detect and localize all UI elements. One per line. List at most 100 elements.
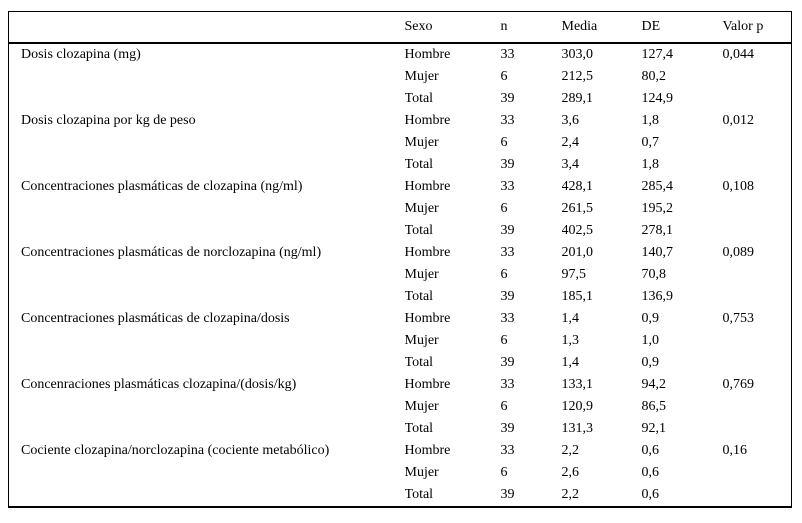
cell-sexo: Mujer [404,267,439,282]
cell-sexo: Total [404,289,434,304]
cell-de: 80,2 [641,69,667,84]
cell-sexo: Hombre [404,113,451,128]
cell-media: 1,4 [561,355,580,370]
cell-sexo: Mujer [404,69,439,84]
table-row: Total 39 131,3 92,1 [9,418,792,440]
cell-valor-p [723,88,792,110]
cell-valor-p [723,264,792,286]
table-row: Dosis clozapina (mg) Hombre 33 303,0 127… [9,43,792,66]
header-variable [8,11,405,44]
row-label: Dosis clozapina por kg de peso [21,113,196,128]
cell-n: 33 [500,245,515,260]
cell-n: 6 [500,69,508,84]
cell-n: 6 [500,399,508,414]
cell-media: 2,6 [561,465,580,480]
table-row: Concenraciones plasmáticas clozapina/(do… [9,374,792,396]
cell-media: 428,1 [561,179,594,194]
cell-sexo: Mujer [404,399,439,414]
cell-media: 131,3 [561,421,594,436]
cell-sexo: Total [404,355,434,370]
cell-media: 1,3 [561,333,580,348]
table-row: Mujer 6 212,5 80,2 [9,66,792,88]
cell-n: 33 [500,311,515,326]
cell-n: 39 [500,157,515,172]
cell-de: 92,1 [641,421,667,436]
header-n: n [500,11,562,44]
cell-n: 33 [500,443,515,458]
cell-sexo: Mujer [404,465,439,480]
cell-valor-p [723,352,792,374]
cell-media: 1,4 [561,311,580,326]
cell-de: 140,7 [641,245,674,260]
cell-n: 39 [500,421,515,436]
cell-de: 70,8 [641,267,667,282]
statistics-table: Sexo n Media DE Valor p Dosis clozapina … [8,11,792,508]
header-de: DE [641,11,723,44]
cell-de: 285,4 [641,179,674,194]
cell-de: 0,6 [641,465,660,480]
cell-media: 133,1 [561,377,594,392]
cell-media: 185,1 [561,289,594,304]
cell-sexo: Mujer [404,333,439,348]
cell-sexo: Total [404,487,434,502]
cell-de: 0,6 [641,443,660,458]
cell-media: 303,0 [561,47,594,62]
cell-sexo: Hombre [404,311,451,326]
cell-de: 1,8 [641,157,660,172]
cell-n: 33 [500,47,515,62]
cell-valor-p: 0,089 [722,245,755,260]
row-label: Concenraciones plasmáticas clozapina/(do… [21,377,297,392]
cell-sexo: Hombre [404,377,451,392]
cell-valor-p [723,330,792,352]
row-label: Concentraciones plasmáticas de clozapina… [21,179,303,194]
table-row: Concentraciones plasmáticas de norclozap… [9,242,792,264]
table-row: Mujer 6 261,5 195,2 [9,198,792,220]
cell-sexo: Total [404,421,434,436]
table-row: Cociente clozapina/norclozapina (cocient… [9,440,792,462]
cell-n: 39 [500,355,515,370]
row-label: Concentraciones plasmáticas de norclozap… [21,245,322,260]
table-row: Mujer 6 1,3 1,0 [9,330,792,352]
cell-de: 195,2 [641,201,674,216]
cell-valor-p [723,418,792,440]
cell-valor-p [723,286,792,308]
table-row: Mujer 6 120,9 86,5 [9,396,792,418]
cell-valor-p: 0,753 [722,311,755,326]
cell-sexo: Total [404,91,434,106]
cell-media: 261,5 [561,201,594,216]
cell-valor-p [723,220,792,242]
table-row: Total 39 1,4 0,9 [9,352,792,374]
table-row: Total 39 2,2 0,6 [9,484,792,507]
cell-valor-p: 0,769 [722,377,755,392]
table-row: Mujer 6 2,4 0,7 [9,132,792,154]
header-valor-p: Valor p [722,11,792,44]
cell-n: 39 [500,487,515,502]
row-label: Cociente clozapina/norclozapina (cocient… [21,443,330,458]
cell-n: 6 [500,201,508,216]
cell-de: 1,8 [641,113,660,128]
cell-valor-p [723,198,792,220]
cell-sexo: Hombre [404,443,451,458]
cell-sexo: Mujer [404,135,439,150]
cell-de: 0,9 [641,355,660,370]
header-row: Sexo n Media DE Valor p [8,11,792,44]
table-row: Mujer 6 97,5 70,8 [9,264,792,286]
cell-media: 2,4 [561,135,580,150]
cell-sexo: Mujer [404,201,439,216]
cell-n: 6 [500,465,508,480]
cell-sexo: Total [404,223,434,238]
cell-de: 127,4 [641,47,674,62]
table-row: Total 39 185,1 136,9 [9,286,792,308]
cell-n: 39 [500,223,515,238]
header-media: Media [561,11,642,44]
cell-sexo: Hombre [404,245,451,260]
cell-valor-p: 0,16 [722,443,748,458]
header-sexo: Sexo [404,11,501,44]
cell-valor-p [723,462,792,484]
row-label: Concentraciones plasmáticas de clozapina… [21,311,290,326]
cell-sexo: Hombre [404,179,451,194]
table-row: Total 39 3,4 1,8 [9,154,792,176]
table-row: Concentraciones plasmáticas de clozapina… [9,176,792,198]
cell-sexo: Hombre [404,47,451,62]
cell-de: 86,5 [641,399,667,414]
